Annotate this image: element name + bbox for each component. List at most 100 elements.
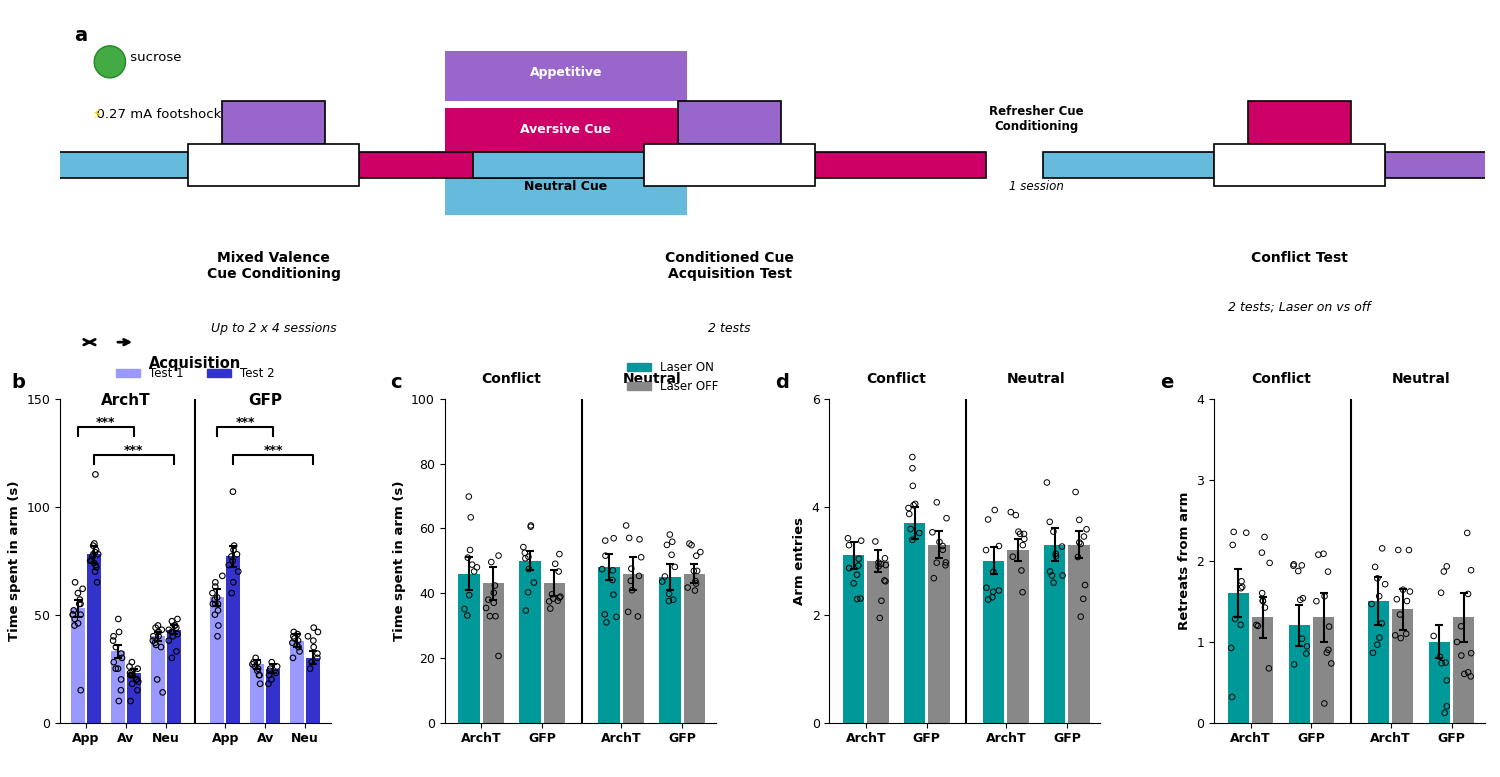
Point [68,598,92,610]
Point [160,630,184,643]
Point [1000,550,1024,563]
Point [1251,595,1275,608]
Point [1252,601,1276,614]
Point [165,613,189,625]
Point [1430,657,1454,670]
Point [300,656,324,668]
FancyBboxPatch shape [444,108,687,158]
Point [682,584,706,597]
Bar [483,584,504,723]
Point [688,545,712,558]
Text: Conflict Test: Conflict Test [1251,250,1348,265]
Point [1422,629,1446,642]
Point [1010,564,1034,577]
Point [222,539,246,552]
Point [1230,575,1254,587]
Point [202,594,226,606]
Point [626,610,650,622]
Point [144,639,168,651]
Bar [70,608,86,723]
Point [1366,590,1390,602]
Text: Conflict: Conflict [1251,371,1311,385]
Bar [1392,609,1413,723]
Point [1365,639,1389,651]
Text: b: b [10,373,26,392]
Point [675,581,699,594]
Point [120,656,144,668]
Point [124,673,148,685]
Point [202,608,226,621]
Point [483,610,507,622]
Point [1383,629,1407,642]
Text: Aversive Cue: Aversive Cue [520,123,612,136]
Point [844,569,868,581]
Point [282,630,306,643]
Point [456,552,480,564]
Point [82,546,106,559]
Point [120,664,144,677]
Point [1458,670,1482,682]
Point [144,622,168,634]
Text: Neutral: Neutral [1392,371,1450,385]
Point [592,608,616,621]
Point [1312,697,1336,709]
Point [474,601,498,614]
Point [1252,531,1276,543]
Point [1250,587,1274,599]
Point [458,490,482,503]
Point [849,592,873,605]
Point [1370,617,1394,629]
Point [1312,590,1336,602]
Point [106,625,130,638]
Point [620,563,644,575]
Point [220,555,245,567]
Point [458,544,482,556]
Point [81,548,105,560]
Point [248,669,272,681]
Point [932,544,956,556]
Point [663,561,687,573]
Point [874,559,898,571]
Text: 2 tests; Laser on vs off: 2 tests; Laser on vs off [1228,301,1371,313]
Point [258,664,282,677]
Point [1368,632,1392,644]
FancyBboxPatch shape [678,101,782,144]
Point [483,580,507,592]
Point [110,647,134,660]
Point [165,645,189,657]
Point [477,594,501,606]
Point [1394,628,1417,640]
Point [1372,578,1396,591]
Point [482,587,506,599]
Point [1359,598,1383,610]
Point [1004,509,1028,521]
Bar [210,598,225,723]
Point [652,570,676,583]
Point [142,636,166,649]
Ellipse shape [94,46,126,78]
Point [1365,572,1389,584]
Point [118,695,142,707]
Point [1044,548,1068,560]
Point [1035,476,1059,489]
Point [602,532,625,545]
Point [590,563,613,575]
Point [522,577,546,589]
FancyBboxPatch shape [645,144,816,186]
Point [1388,608,1411,621]
Point [684,577,708,590]
Point [546,594,570,607]
Point [1311,548,1335,560]
Point [102,656,126,668]
FancyBboxPatch shape [189,144,360,186]
Point [976,514,1000,526]
Point [120,669,144,681]
Bar [290,640,304,723]
Point [1064,486,1088,498]
Point [219,550,243,563]
Point [302,641,326,653]
Point [458,589,482,601]
Point [63,619,87,632]
Point [549,591,573,603]
Bar [306,658,320,723]
